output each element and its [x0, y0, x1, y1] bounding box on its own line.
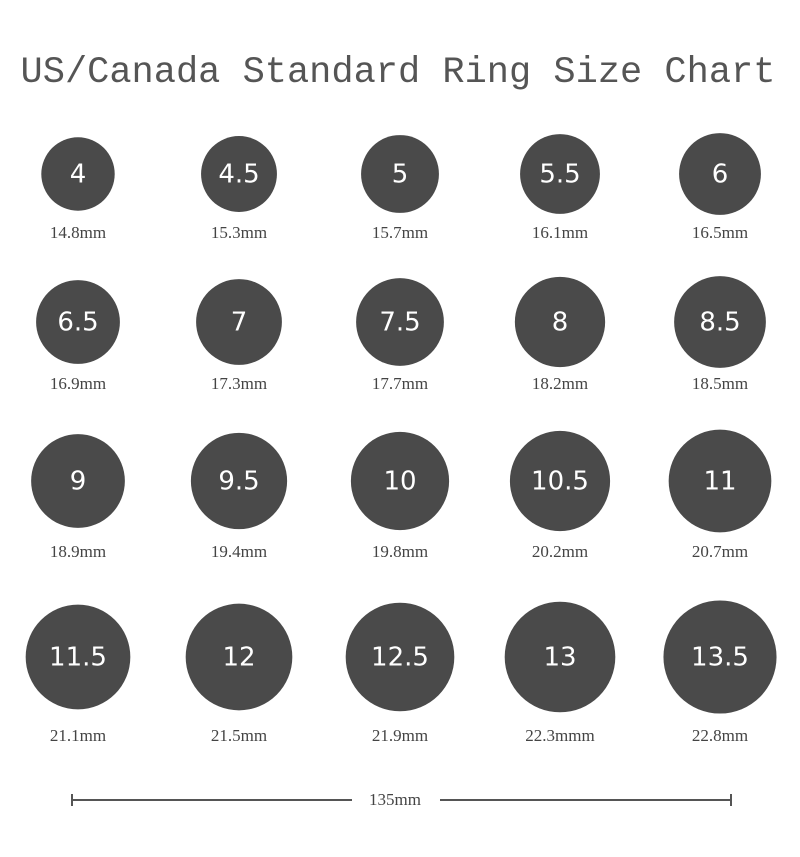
ring-size: 11: [703, 467, 736, 497]
ring-size: 10.5: [531, 467, 589, 497]
ring-diameter: 19.4mm: [211, 542, 267, 561]
ring-size: 4: [70, 160, 87, 190]
ring-size: 5.5: [539, 160, 580, 190]
ring-circle: [31, 434, 125, 528]
title: US/Canada Standard Ring Size Chart: [21, 52, 776, 94]
ring-size: 9.5: [218, 467, 259, 497]
ring-circle: [679, 133, 761, 215]
ring-diameter: 21.1mm: [50, 726, 106, 745]
ring-diameter: 15.7mm: [372, 223, 428, 242]
ring-diameter: 19.8mm: [372, 542, 428, 561]
scale-label: 135mm: [369, 790, 421, 809]
ring-circle: [196, 279, 282, 365]
ring-size: 13.5: [691, 643, 749, 673]
ring-circle: [356, 278, 444, 366]
ring-circle: [350, 431, 450, 531]
scale-bar: 135mm: [71, 790, 732, 809]
ring-circle: [41, 137, 115, 211]
ring-diameter: 22.3mmm: [525, 726, 594, 745]
ring-circle: [520, 134, 600, 214]
ring-size: 4.5: [218, 160, 259, 190]
ring-diameter: 20.2mm: [532, 542, 588, 561]
ring-diameter: 20.7mm: [692, 542, 748, 561]
ring-diameter: 16.9mm: [50, 374, 106, 393]
ring-size: 7.5: [379, 308, 420, 338]
ring-circle: [201, 136, 277, 212]
ring-size: 8.5: [699, 308, 740, 338]
ring-size: 12.5: [371, 643, 429, 673]
ring-diameter: 15.3mm: [211, 223, 267, 242]
ring-size: 7: [231, 308, 248, 338]
ring-diameter: 17.3mm: [211, 374, 267, 393]
ring-circle: [190, 432, 288, 530]
ring-diameter: 21.9mm: [372, 726, 428, 745]
ring-diameter: 21.5mm: [211, 726, 267, 745]
ring-diameter: 17.7mm: [372, 374, 428, 393]
ring-size: 9: [70, 467, 87, 497]
ring-diameter: 18.5mm: [692, 374, 748, 393]
ring-circle: [185, 603, 293, 711]
ring-circle: [504, 601, 616, 713]
ring-diameter: 22.8mm: [692, 726, 748, 745]
ring-circle: [514, 276, 606, 368]
ring-circle: [674, 276, 766, 368]
ring-size: 12: [222, 643, 255, 673]
ring-diameter: 18.2mm: [532, 374, 588, 393]
ring-circle: [663, 600, 777, 714]
ring-size: 6: [712, 160, 729, 190]
ring-diameter: 16.1mm: [532, 223, 588, 242]
ring-circle: [345, 602, 455, 712]
ring-circle: [25, 604, 131, 710]
ring-diameter: 18.9mm: [50, 542, 106, 561]
ring-size: 13: [543, 643, 576, 673]
ring-size: 10: [383, 467, 416, 497]
ring-size: 8: [552, 308, 569, 338]
ring-circle: [361, 135, 439, 213]
ring-size: 5: [392, 160, 409, 190]
ring-circle: [668, 429, 772, 533]
ring-size: 6.5: [57, 308, 98, 338]
ring-circle: [36, 280, 120, 364]
ring-diameter: 14.8mm: [50, 223, 106, 242]
ring-size: 11.5: [49, 643, 107, 673]
ring-circle: [509, 430, 611, 532]
ring-diameter: 16.5mm: [692, 223, 748, 242]
